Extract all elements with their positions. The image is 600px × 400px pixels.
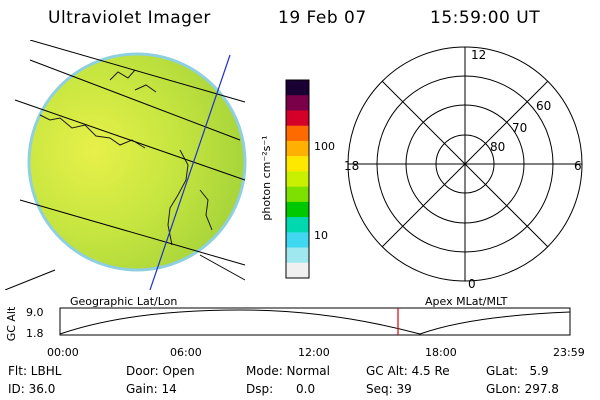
info-gc-alt: GC Alt: 4.5 Re <box>366 364 450 378</box>
info-glat: GLat: 5.9 <box>486 364 549 378</box>
ytick-1-8: 1.8 <box>26 327 44 340</box>
xtick-1200: 12:00 <box>298 346 330 359</box>
mlt-label-18: 18 <box>344 159 359 173</box>
xtick-0600: 06:00 <box>170 346 202 359</box>
meridian-line <box>149 54 231 290</box>
colorbar-stripe <box>286 95 309 111</box>
grid-segment <box>199 254 246 281</box>
altitude-curve <box>59 309 571 335</box>
timeline-ylabel: GC Alt <box>5 306 18 341</box>
colorbar-stripe <box>286 247 309 264</box>
altitude-timeline: GC Alt 9.0 1.8 <box>5 306 571 341</box>
colorbar-scale <box>286 80 309 279</box>
colorbar-tick-100: 100 <box>314 140 335 153</box>
colorbar-stripe <box>286 171 309 188</box>
mlt-label-12: 12 <box>471 48 486 62</box>
colorbar-stripe <box>286 140 309 157</box>
timeline-frame <box>59 307 571 336</box>
colorbar-stripe <box>286 262 309 279</box>
colorbar-unit-label: photon cm⁻²s⁻¹ <box>262 135 273 220</box>
colorbar-stripe <box>286 232 309 249</box>
instrument-title: Ultraviolet Imager <box>48 8 211 28</box>
observation-date: 19 Feb 07 <box>278 8 367 28</box>
colorbar-stripe <box>286 80 309 96</box>
info-mode: Mode: Normal <box>246 364 330 378</box>
earth-limb <box>27 52 247 272</box>
polar-diagonal <box>381 80 549 248</box>
earth-image <box>4 40 247 290</box>
timeline-right-label: Apex MLat/MLT <box>425 295 508 308</box>
info-seq: Seq: 39 <box>366 382 412 396</box>
colorbar-stripe <box>286 186 309 203</box>
colorbar: photon cm⁻²s⁻¹ <box>262 79 310 279</box>
xtick-0000: 00:00 <box>47 346 79 359</box>
timeline-left-label: Geographic Lat/Lon <box>70 295 178 308</box>
lat-label-70: 70 <box>512 121 527 135</box>
earth-disk <box>29 54 245 270</box>
colorbar-stripe <box>286 156 309 172</box>
mlt-label-0: 0 <box>468 277 476 291</box>
colorbar-stripe <box>286 125 309 142</box>
colorbar-frame <box>285 79 310 279</box>
lat-label-60: 60 <box>536 99 551 113</box>
grid-segment <box>4 269 56 290</box>
polar-plot: 12 18 6 0 60 70 80 <box>344 46 583 291</box>
info-door: Door: Open <box>126 364 195 378</box>
info-dsp: Dsp: 0.0 <box>246 382 316 396</box>
observation-time: 15:59:00 UT <box>430 8 541 28</box>
xtick-2359: 23:59 <box>553 346 585 359</box>
colorbar-tick-10: 10 <box>314 229 328 242</box>
info-gain: Gain: 14 <box>126 382 177 396</box>
info-id: ID: 36.0 <box>8 382 56 396</box>
ytick-9: 9.0 <box>26 306 44 319</box>
colorbar-stripe <box>286 110 309 127</box>
lat-label-80: 80 <box>490 140 505 154</box>
info-glon: GLon: 297.8 <box>486 382 559 396</box>
info-filter: Flt: LBHL <box>8 364 62 378</box>
xtick-1800: 18:00 <box>425 346 457 359</box>
mlt-label-6: 6 <box>574 159 582 173</box>
colorbar-stripe <box>286 217 309 233</box>
colorbar-stripe <box>286 201 309 218</box>
